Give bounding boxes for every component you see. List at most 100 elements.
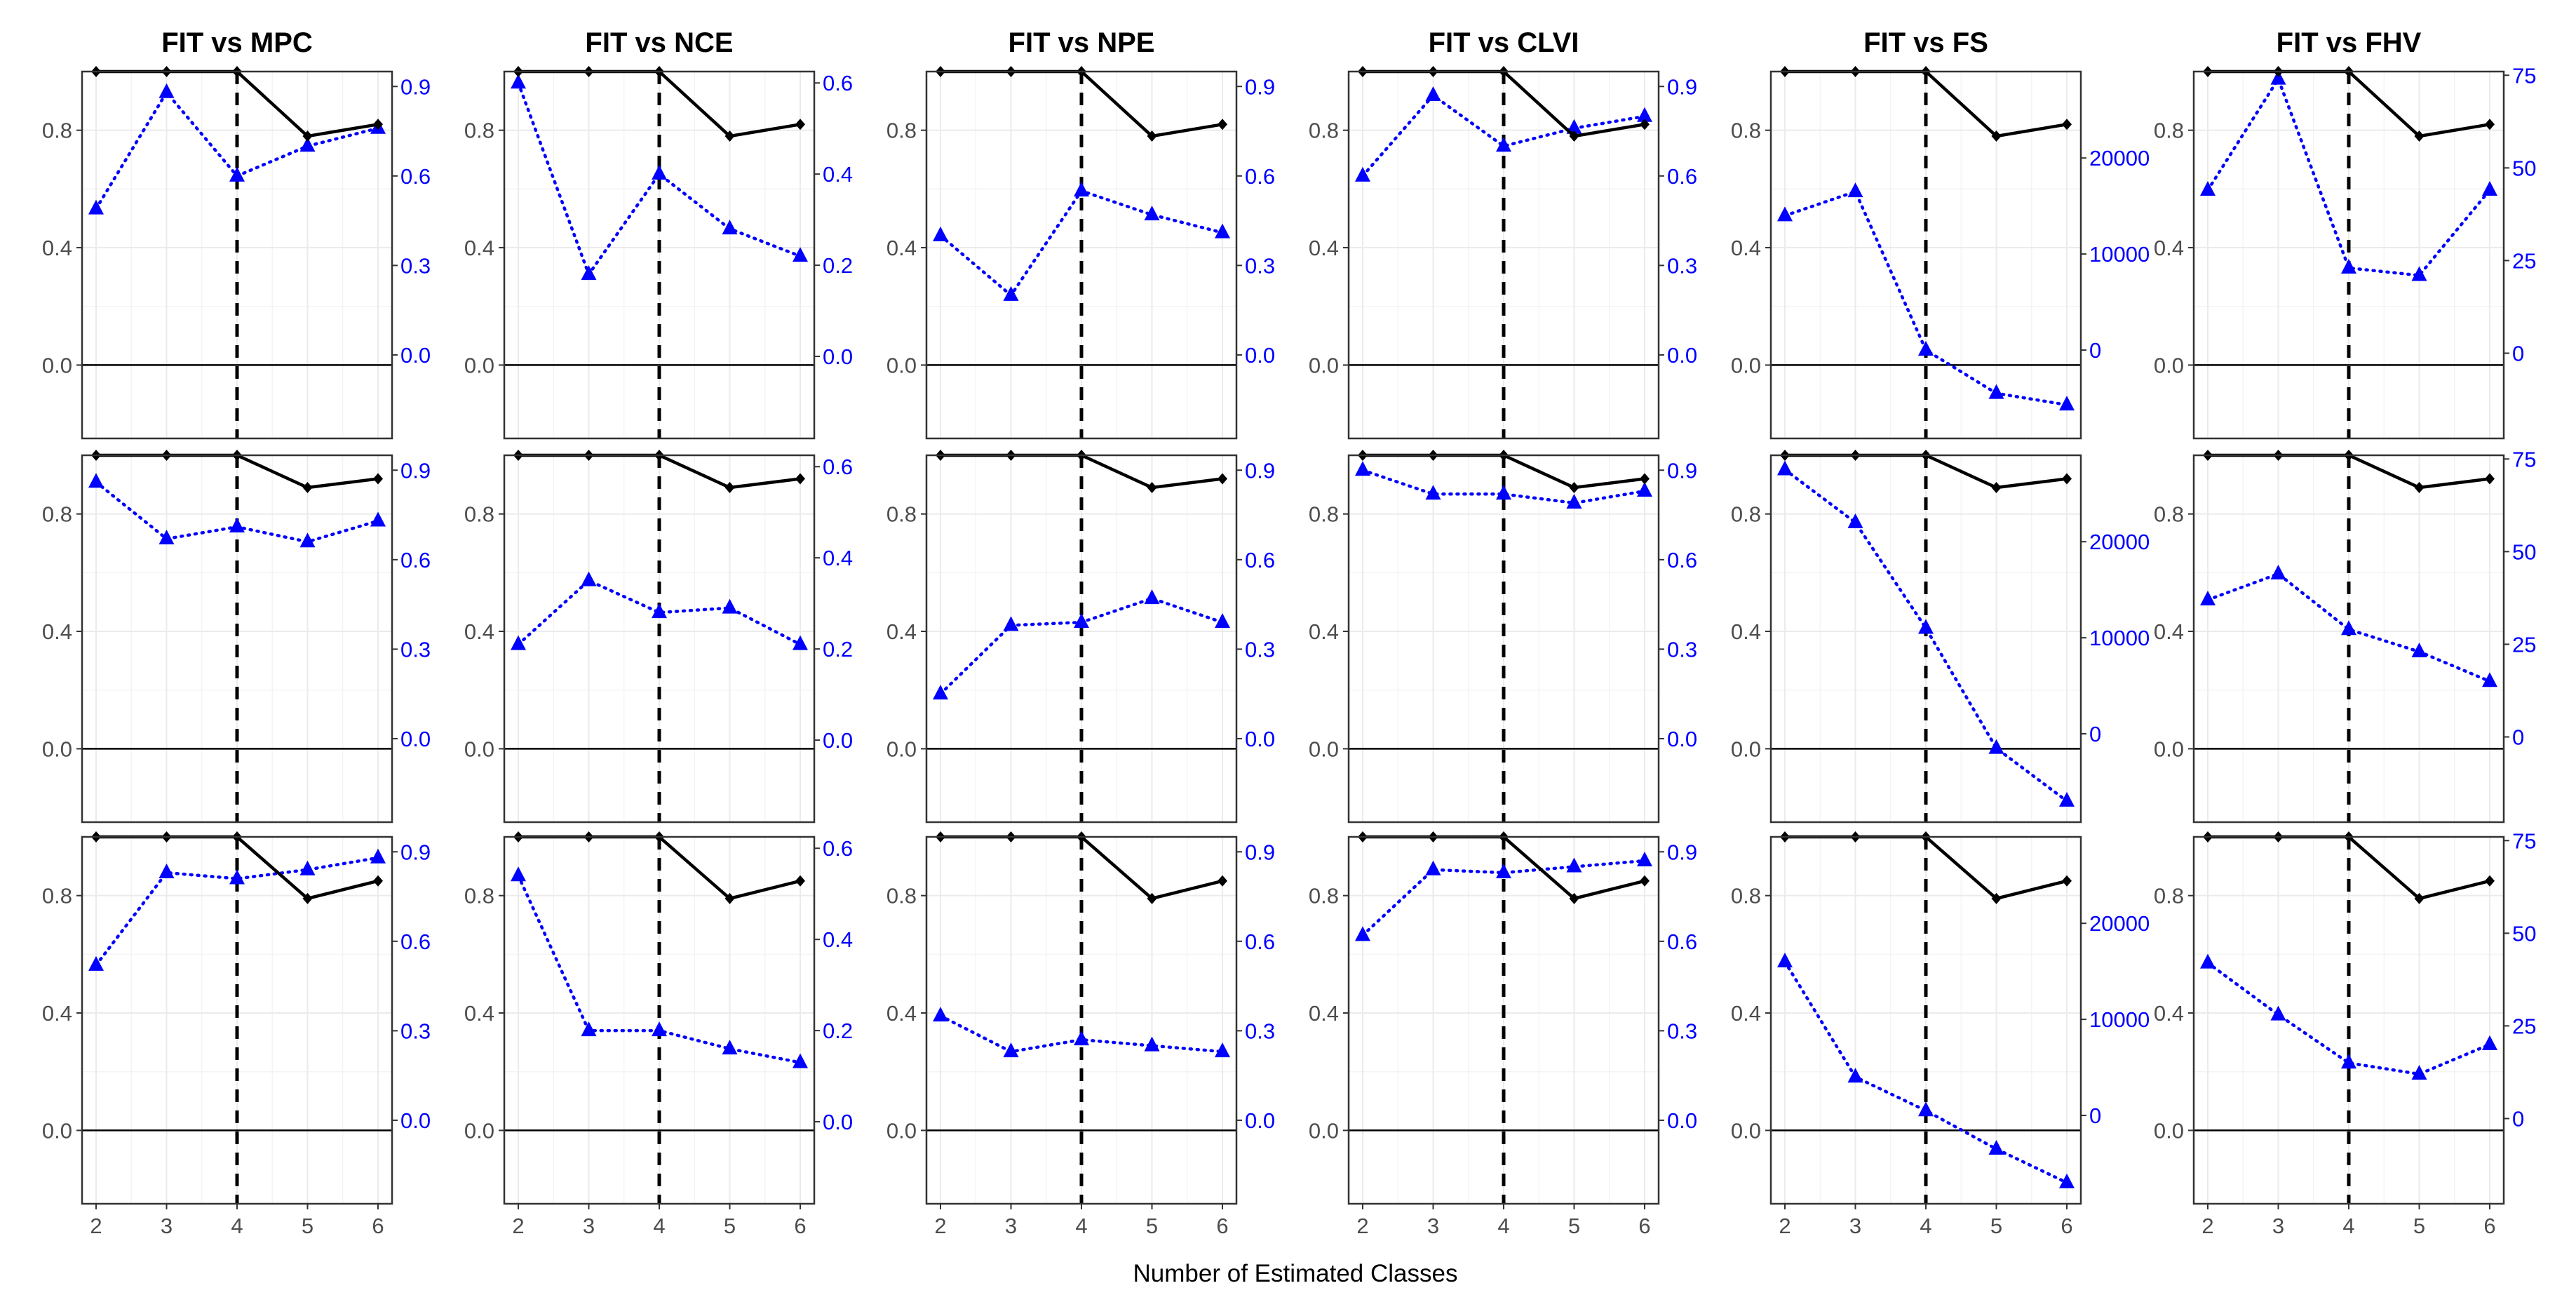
fit-point bbox=[1569, 482, 1579, 494]
left-axis-tick-label: 0.0 bbox=[464, 353, 494, 377]
panel-r2-c5: 0.0 0.4 0.8 0 10000 20000 bbox=[1731, 450, 2150, 824]
panels-layer: FIT vs MPC FIT vs NCE FIT vs NPE FIT vs CLV… bbox=[42, 27, 2537, 1238]
right-axis-tick-label: 0.9 bbox=[400, 74, 431, 99]
index-point bbox=[299, 137, 316, 152]
index-point bbox=[933, 685, 948, 700]
left-axis-tick-label: 0.0 bbox=[1731, 1118, 1761, 1143]
index-point bbox=[2482, 1035, 2497, 1050]
right-axis-tick-label: 0.0 bbox=[1245, 727, 1275, 751]
fit-point bbox=[724, 130, 735, 142]
right-axis-tick-label: 20000 bbox=[2089, 146, 2150, 170]
left-axis-tick-label: 0.8 bbox=[1309, 502, 1339, 527]
left-axis-tick-label: 0.4 bbox=[464, 236, 494, 260]
index-point bbox=[1215, 223, 1230, 239]
right-axis-tick-label: 0.3 bbox=[1245, 637, 1275, 662]
index-point bbox=[793, 1053, 808, 1068]
right-axis-tick-label: 10000 bbox=[2089, 242, 2150, 267]
fit-point bbox=[2485, 119, 2495, 130]
index-point bbox=[2059, 396, 2075, 411]
right-axis-tick-label: 0.3 bbox=[400, 1019, 431, 1043]
x-axis-tick-label: 6 bbox=[372, 1214, 384, 1238]
left-axis-tick-label: 0.4 bbox=[42, 619, 72, 644]
left-axis-tick-label: 0.0 bbox=[886, 353, 917, 377]
index-point bbox=[88, 955, 104, 971]
right-axis-tick-label: 0 bbox=[2512, 1106, 2524, 1131]
fit-point bbox=[1218, 473, 1227, 485]
right-axis-tick-label: 0.6 bbox=[823, 836, 853, 861]
left-axis-tick-label: 0.0 bbox=[464, 737, 494, 761]
index-point bbox=[1144, 206, 1160, 221]
right-axis-tick-label: 0.3 bbox=[1667, 253, 1697, 278]
panel-r3-c3: 0.0 0.4 0.8 0.0 0.3 0.6 0.9 2 3 4 5 6 bbox=[886, 831, 1275, 1238]
fit-point bbox=[795, 119, 805, 130]
fit-point bbox=[2062, 119, 2072, 130]
left-axis-tick-label: 0.8 bbox=[42, 884, 72, 908]
left-axis-tick-label: 0.8 bbox=[886, 884, 917, 908]
left-axis-tick-label: 0.0 bbox=[42, 737, 72, 761]
index-series-line bbox=[2206, 75, 2492, 277]
left-axis-tick-label: 0.0 bbox=[42, 353, 72, 377]
left-axis-tick-label: 0.0 bbox=[1309, 353, 1339, 377]
right-axis-tick-label: 0 bbox=[2512, 725, 2524, 749]
index-point bbox=[2411, 642, 2427, 657]
x-axis-tick-label: 2 bbox=[90, 1214, 102, 1238]
right-axis-tick-label: 0.2 bbox=[823, 1019, 853, 1043]
index-point bbox=[581, 571, 597, 586]
index-point bbox=[511, 635, 526, 650]
left-axis-tick-label: 0.8 bbox=[1731, 502, 1761, 527]
right-axis-tick-label: 0.3 bbox=[1667, 637, 1697, 662]
right-axis-tick-label: 0.0 bbox=[823, 1110, 853, 1134]
fit-point bbox=[795, 473, 805, 485]
x-axis-tick-label: 4 bbox=[1920, 1214, 1931, 1238]
index-series-line bbox=[94, 856, 380, 967]
right-axis-tick-label: 0 bbox=[2089, 1103, 2101, 1128]
index-point bbox=[1566, 494, 1582, 509]
x-axis-tick-label: 4 bbox=[1497, 1214, 1509, 1238]
panel-r3-c5: 0.0 0.4 0.8 0 10000 20000 2 3 4 5 6 bbox=[1731, 831, 2150, 1238]
index-point bbox=[2059, 1173, 2075, 1188]
right-axis-tick-label: 75 bbox=[2512, 63, 2536, 88]
x-axis-tick-label: 5 bbox=[302, 1214, 313, 1238]
index-point bbox=[1496, 864, 1511, 879]
index-point bbox=[1425, 860, 1441, 875]
right-axis-tick-label: 0.6 bbox=[1245, 548, 1275, 572]
right-axis-tick-label: 0.3 bbox=[1245, 1019, 1275, 1043]
left-axis-tick-label: 0.0 bbox=[464, 1118, 494, 1143]
x-axis-tick-label: 4 bbox=[2342, 1214, 2354, 1238]
index-point bbox=[2200, 591, 2216, 606]
panel-r1-c3: 0.0 0.4 0.8 0.0 0.3 0.6 0.9 bbox=[886, 66, 1275, 440]
right-axis-tick-label: 0.0 bbox=[1667, 343, 1697, 368]
x-axis-tick-label: 4 bbox=[231, 1214, 243, 1238]
left-axis-tick-label: 0.0 bbox=[42, 1118, 72, 1143]
left-axis-tick-label: 0.4 bbox=[1731, 1001, 1761, 1026]
right-axis-tick-label: 0.6 bbox=[1245, 929, 1275, 954]
right-axis-tick-label: 0.0 bbox=[400, 1108, 431, 1133]
index-series-line bbox=[1361, 93, 1647, 178]
index-point bbox=[2270, 69, 2286, 85]
index-point bbox=[1777, 460, 1793, 476]
x-axis-tick-label: 6 bbox=[1638, 1214, 1650, 1238]
right-axis-tick-label: 75 bbox=[2512, 828, 2536, 853]
x-axis-tick-label: 6 bbox=[1216, 1214, 1228, 1238]
fit-point bbox=[1147, 892, 1157, 904]
x-axis-tick-label: 5 bbox=[724, 1214, 736, 1238]
panel-border bbox=[925, 70, 1238, 440]
right-axis-tick-label: 0.9 bbox=[1667, 74, 1697, 99]
x-axis-tick-label: 2 bbox=[2201, 1214, 2213, 1238]
left-axis-tick-label: 0.8 bbox=[2154, 119, 2184, 143]
right-axis-tick-label: 10000 bbox=[2089, 1007, 2150, 1032]
x-axis-tick-label: 5 bbox=[1568, 1214, 1580, 1238]
panel-border bbox=[1347, 70, 1660, 440]
left-axis-tick-label: 0.8 bbox=[2154, 502, 2184, 527]
right-axis-tick-label: 0.2 bbox=[823, 253, 853, 278]
x-axis-tick-label: 3 bbox=[583, 1214, 595, 1238]
x-axis-tick-label: 4 bbox=[1075, 1214, 1087, 1238]
right-axis-tick-label: 0.9 bbox=[1245, 840, 1275, 864]
fit-point bbox=[1218, 119, 1227, 130]
right-axis-tick-label: 20000 bbox=[2089, 530, 2150, 554]
fit-point bbox=[1640, 473, 1650, 485]
index-point bbox=[1003, 616, 1019, 631]
panel-r3-c4: 0.0 0.4 0.8 0.0 0.3 0.6 0.9 2 3 4 5 6 bbox=[1309, 831, 1697, 1238]
index-point bbox=[88, 199, 104, 215]
fit-point bbox=[302, 130, 313, 142]
